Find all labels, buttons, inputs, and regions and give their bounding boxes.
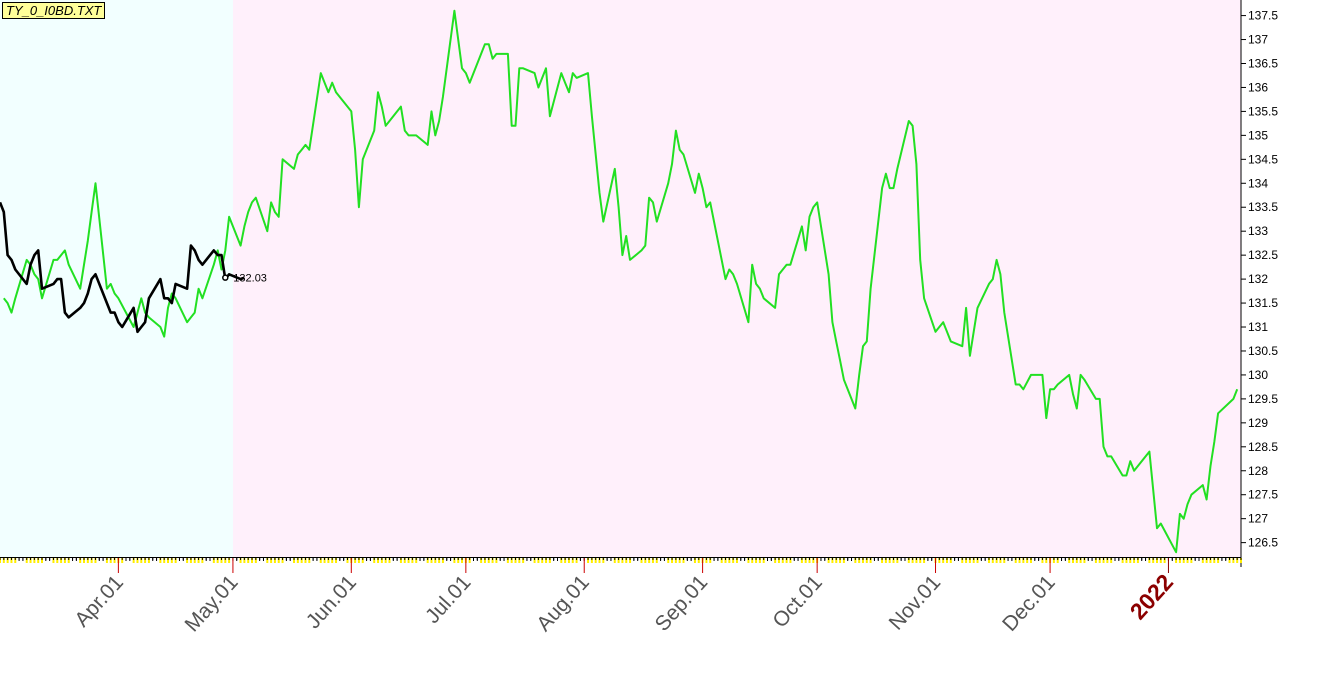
x-tick-label: May.01 [181,571,243,636]
y-tick-label: 131 [1248,320,1268,334]
y-tick-label: 129.5 [1248,392,1278,406]
y-tick-label: 130.5 [1248,344,1278,358]
y-tick-label: 137 [1248,33,1268,47]
y-tick-label: 137.5 [1248,9,1278,23]
y-tick-label: 131.5 [1248,296,1278,310]
x-axis-ticks [0,558,1242,563]
y-tick-label: 130 [1248,368,1268,382]
y-tick-label: 136 [1248,80,1268,94]
y-tick-label: 129 [1248,416,1268,430]
y-tick-label: 132 [1248,272,1268,286]
y-tick-label: 133 [1248,224,1268,238]
y-tick-label: 134 [1248,176,1268,190]
y-tick-label: 132.5 [1248,248,1278,262]
x-axis-labels: Apr.01 May.01 Jun.01 Jul.01 Aug.01 Sep.01 Oct.… [70,558,1178,636]
y-tick-label: 128.5 [1248,440,1278,454]
y-tick-label: 128 [1248,464,1268,478]
x-tick-label: Apr.01 [70,571,128,632]
x-tick-label: Oct.01 [768,571,826,632]
y-tick-label: 127 [1248,512,1268,526]
y-tick-label: 133.5 [1248,200,1278,214]
series-layer [0,9,1239,554]
price-series-line [3,9,1239,554]
x-tick-label: Jul.01 [421,571,476,628]
y-tick-label: 135.5 [1248,104,1278,118]
x-tick-label: 2022 [1125,569,1179,624]
forecast-background [233,0,1241,557]
x-tick-label: Sep.01 [651,571,713,636]
last-value-marker [222,274,229,281]
y-tick-label: 126.5 [1248,536,1278,550]
x-tick-label: Nov.01 [885,571,946,635]
history-background [0,0,233,557]
x-tick-label: Dec.01 [998,571,1060,636]
y-tick-label: 136.5 [1248,56,1278,70]
y-tick-label: 134.5 [1248,152,1278,166]
symbol-label: TY_0_I0BD.TXT [2,2,106,19]
x-tick-label: Aug.01 [532,571,594,636]
overlay-series-line [0,201,245,334]
y-tick-label: 127.5 [1248,488,1278,502]
x-tick-label: Jun.01 [302,571,361,633]
y-tick-label: 135 [1248,128,1268,142]
y-axis-ticks: 126.5 127 127.5 128 128.5 129 129.5 130 130.5 131… [1241,9,1278,550]
last-value-label: 132.03 [233,273,267,285]
